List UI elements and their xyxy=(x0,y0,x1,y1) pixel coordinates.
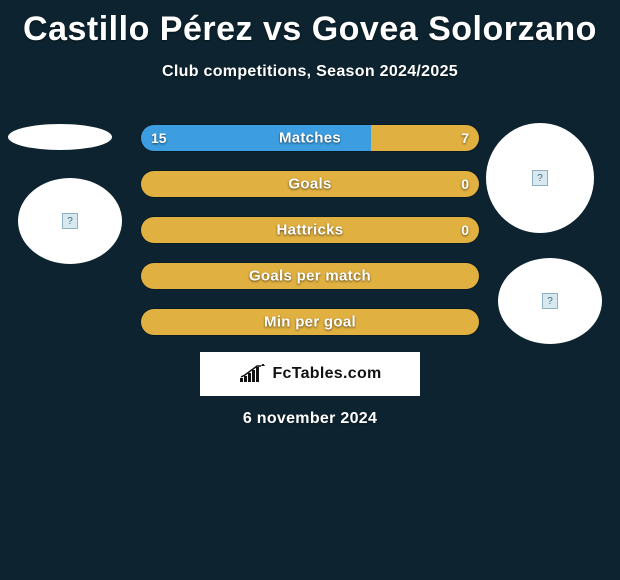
stat-label: Goals xyxy=(141,176,479,193)
season-subtitle: Club competitions, Season 2024/2025 xyxy=(0,63,620,81)
image-placeholder-icon: ? xyxy=(62,213,78,229)
stat-row: Goals per match xyxy=(140,262,480,290)
snapshot-date: 6 november 2024 xyxy=(0,410,620,428)
fctables-logo-icon xyxy=(238,364,266,384)
stat-row: Hattricks0 xyxy=(140,216,480,244)
player-left-emblem-shadow xyxy=(8,124,112,150)
stat-label: Min per goal xyxy=(141,314,479,331)
image-placeholder-icon: ? xyxy=(542,293,558,309)
stat-row: Goals0 xyxy=(140,170,480,198)
brand-text: FcTables.com xyxy=(272,365,381,383)
stat-row: Matches15 7 xyxy=(140,124,480,152)
stat-value-left: 15 xyxy=(151,130,167,146)
image-placeholder-icon: ? xyxy=(532,170,548,186)
player-right-emblem-2: ? xyxy=(498,258,602,344)
brand-badge: FcTables.com xyxy=(200,352,420,396)
page-title: Castillo Pérez vs Govea Solorzano xyxy=(0,0,620,49)
stat-row: Min per goal xyxy=(140,308,480,336)
stat-label: Matches xyxy=(141,130,479,147)
stat-value-right: 0 xyxy=(461,176,469,192)
player-right-emblem: ? xyxy=(486,123,594,233)
stat-value-right: 7 xyxy=(461,130,469,146)
stat-label: Goals per match xyxy=(141,268,479,285)
stat-label: Hattricks xyxy=(141,222,479,239)
stat-value-right: 0 xyxy=(461,222,469,238)
player-left-emblem: ? xyxy=(18,178,122,264)
comparison-chart: Matches157Goals0Hattricks0Goals per matc… xyxy=(140,124,480,354)
